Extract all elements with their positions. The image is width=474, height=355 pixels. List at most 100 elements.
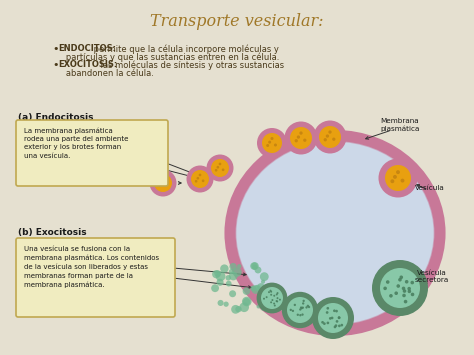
Circle shape bbox=[279, 299, 281, 301]
Circle shape bbox=[217, 166, 219, 169]
Circle shape bbox=[243, 298, 250, 305]
Circle shape bbox=[226, 275, 231, 280]
Circle shape bbox=[299, 308, 301, 311]
Circle shape bbox=[260, 272, 269, 281]
Circle shape bbox=[235, 306, 242, 312]
Circle shape bbox=[294, 304, 296, 306]
Circle shape bbox=[372, 260, 428, 316]
Circle shape bbox=[220, 264, 228, 273]
Circle shape bbox=[379, 158, 418, 197]
Circle shape bbox=[276, 294, 278, 295]
Circle shape bbox=[340, 324, 343, 327]
Circle shape bbox=[301, 306, 304, 309]
Circle shape bbox=[301, 307, 303, 309]
Circle shape bbox=[312, 297, 354, 339]
Circle shape bbox=[402, 286, 405, 290]
Circle shape bbox=[410, 281, 414, 284]
Circle shape bbox=[273, 295, 275, 297]
Circle shape bbox=[186, 165, 213, 192]
Circle shape bbox=[407, 287, 411, 290]
Circle shape bbox=[270, 291, 272, 293]
Circle shape bbox=[158, 184, 161, 187]
Circle shape bbox=[250, 262, 258, 270]
Circle shape bbox=[313, 120, 346, 153]
Text: EXOCITOSIS:: EXOCITOSIS: bbox=[58, 60, 117, 69]
Text: ENDOCITOS:: ENDOCITOS: bbox=[58, 44, 116, 53]
Circle shape bbox=[211, 284, 219, 292]
Circle shape bbox=[215, 169, 218, 171]
Circle shape bbox=[326, 311, 328, 314]
Circle shape bbox=[219, 163, 221, 165]
Circle shape bbox=[401, 179, 404, 182]
Circle shape bbox=[394, 291, 398, 295]
Circle shape bbox=[403, 289, 406, 293]
Circle shape bbox=[266, 144, 269, 147]
Circle shape bbox=[216, 272, 226, 281]
Circle shape bbox=[242, 297, 252, 306]
Ellipse shape bbox=[230, 136, 440, 331]
Circle shape bbox=[239, 302, 249, 312]
Circle shape bbox=[261, 287, 283, 309]
Circle shape bbox=[243, 287, 250, 295]
Circle shape bbox=[319, 126, 341, 148]
Circle shape bbox=[326, 135, 329, 138]
Circle shape bbox=[231, 305, 240, 314]
Text: (a) Endocitosis: (a) Endocitosis bbox=[18, 113, 93, 122]
Circle shape bbox=[307, 305, 309, 307]
Circle shape bbox=[408, 290, 411, 293]
Circle shape bbox=[338, 316, 340, 319]
Circle shape bbox=[229, 263, 237, 270]
Circle shape bbox=[271, 137, 273, 140]
Text: Transporte vesicular:: Transporte vesicular: bbox=[150, 13, 324, 31]
Text: Vesícula: Vesícula bbox=[415, 185, 445, 191]
Circle shape bbox=[297, 313, 299, 316]
Text: Una vesícula se fusiona con la
membrana plasmática. Los contenidos
de la vesícul: Una vesícula se fusiona con la membrana … bbox=[24, 246, 159, 288]
Circle shape bbox=[250, 285, 256, 291]
Circle shape bbox=[199, 174, 201, 176]
Circle shape bbox=[222, 169, 225, 171]
Circle shape bbox=[297, 135, 300, 139]
Circle shape bbox=[334, 326, 337, 328]
Circle shape bbox=[331, 317, 334, 319]
Circle shape bbox=[294, 139, 298, 142]
Circle shape bbox=[282, 292, 318, 328]
Circle shape bbox=[292, 310, 294, 312]
Circle shape bbox=[265, 296, 268, 298]
Circle shape bbox=[263, 298, 265, 300]
Circle shape bbox=[327, 322, 329, 324]
Circle shape bbox=[389, 294, 393, 297]
Circle shape bbox=[251, 285, 260, 294]
Circle shape bbox=[229, 290, 236, 297]
Circle shape bbox=[162, 178, 164, 180]
FancyBboxPatch shape bbox=[16, 238, 175, 317]
Circle shape bbox=[276, 297, 279, 299]
Circle shape bbox=[229, 272, 237, 280]
Circle shape bbox=[318, 303, 348, 333]
Circle shape bbox=[191, 170, 209, 188]
Circle shape bbox=[276, 292, 279, 294]
Circle shape bbox=[207, 154, 234, 181]
Circle shape bbox=[273, 302, 275, 305]
Circle shape bbox=[284, 121, 318, 154]
Circle shape bbox=[290, 127, 312, 149]
Circle shape bbox=[391, 179, 394, 183]
Circle shape bbox=[299, 314, 301, 316]
Circle shape bbox=[338, 324, 341, 327]
Circle shape bbox=[232, 267, 242, 277]
Circle shape bbox=[274, 305, 276, 306]
Circle shape bbox=[402, 294, 406, 297]
Circle shape bbox=[160, 181, 162, 184]
Circle shape bbox=[323, 322, 326, 325]
Text: •: • bbox=[52, 60, 58, 70]
Circle shape bbox=[276, 300, 278, 302]
Circle shape bbox=[275, 300, 278, 302]
Circle shape bbox=[270, 290, 272, 292]
Circle shape bbox=[336, 320, 338, 323]
Circle shape bbox=[212, 270, 220, 278]
Circle shape bbox=[217, 279, 224, 286]
Circle shape bbox=[274, 143, 277, 147]
Circle shape bbox=[223, 301, 229, 307]
Circle shape bbox=[262, 133, 282, 153]
Circle shape bbox=[324, 138, 327, 141]
Circle shape bbox=[197, 177, 199, 180]
